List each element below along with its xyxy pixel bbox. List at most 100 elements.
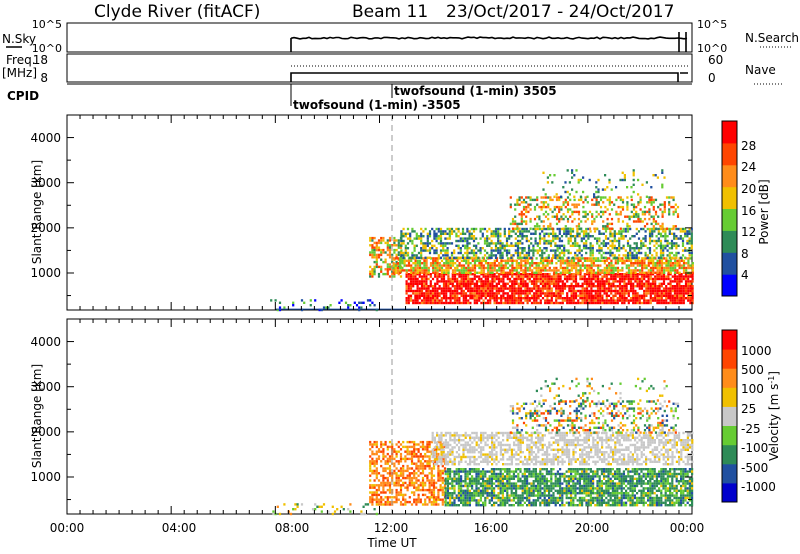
scatter-cell xyxy=(470,237,473,240)
scatter-cell xyxy=(587,235,590,238)
scatter-cell xyxy=(577,178,580,182)
scatter-cell xyxy=(439,484,442,487)
scatter-cell xyxy=(515,273,518,276)
scatter-cell xyxy=(538,227,542,231)
scatter-cell xyxy=(675,254,678,257)
scatter-cell xyxy=(647,277,650,281)
scatter-cell xyxy=(473,496,476,500)
scatter-cell xyxy=(681,239,685,243)
scatter-cell xyxy=(457,227,460,231)
scatter-cell xyxy=(382,455,385,458)
scatter-cell xyxy=(600,256,603,259)
scatter-cell xyxy=(632,269,635,272)
scatter-cell xyxy=(633,249,636,252)
scatter-cell xyxy=(373,486,376,489)
scatter-cell xyxy=(397,481,400,485)
scatter-cell xyxy=(610,282,613,285)
scatter-cell xyxy=(643,275,646,278)
scatter-cell xyxy=(486,492,489,495)
scatter-cell xyxy=(442,294,446,297)
scatter-cell xyxy=(395,500,398,504)
scatter-cell xyxy=(569,251,572,255)
scatter-cell xyxy=(570,285,573,288)
scatter-cell xyxy=(531,271,534,274)
scatter-cell xyxy=(519,297,523,300)
scatter-cell xyxy=(400,232,403,235)
scatter-cell xyxy=(678,285,681,288)
scatter-cell xyxy=(635,244,638,247)
scatter-cell xyxy=(654,282,657,285)
scatter-cell xyxy=(471,482,474,485)
scatter-cell xyxy=(538,239,542,243)
scatter-cell xyxy=(415,235,418,238)
scatter-cell xyxy=(563,297,567,300)
scatter-cell xyxy=(468,247,471,250)
scatter-cell xyxy=(590,299,593,302)
scatter-cell xyxy=(464,504,467,507)
scatter-cell xyxy=(560,195,563,198)
scatter-cell xyxy=(680,301,683,305)
scatter-cell xyxy=(568,273,571,276)
scatter-cell xyxy=(506,477,509,480)
scatter-cell xyxy=(438,287,441,290)
scatter-cell xyxy=(592,273,595,276)
scatter-cell xyxy=(669,282,672,285)
scatter-cell xyxy=(500,271,503,274)
scatter-cell xyxy=(439,479,442,482)
scatter-cell xyxy=(673,297,677,300)
scatter-cell xyxy=(420,251,423,255)
scatter-cell xyxy=(557,285,560,288)
scatter-cell xyxy=(682,266,686,270)
scatter-cell xyxy=(486,282,490,285)
scatter-cell xyxy=(380,464,383,468)
scatter-cell xyxy=(589,249,592,252)
scatter-cell xyxy=(401,257,404,260)
scatter-cell xyxy=(621,273,624,276)
scatter-cell xyxy=(548,277,551,281)
scatter-cell xyxy=(444,242,447,245)
scatter-cell xyxy=(369,299,372,302)
scatter-cell xyxy=(455,239,458,243)
scatter-cell xyxy=(630,259,633,262)
scatter-cell xyxy=(577,282,580,285)
scatter-cell xyxy=(425,301,428,305)
scatter-cell xyxy=(509,269,512,272)
scatter-cell xyxy=(431,239,434,243)
scatter-cell xyxy=(490,499,493,502)
scatter-cell xyxy=(615,249,619,252)
scatter-cell xyxy=(574,285,578,288)
scatter-cell xyxy=(554,256,557,259)
scatter-cell xyxy=(464,299,468,302)
scatter-cell xyxy=(412,266,415,270)
scatter-cell xyxy=(535,266,538,270)
scatter-cell xyxy=(371,270,374,273)
scatter-cell xyxy=(668,256,671,259)
scatter-cell xyxy=(419,498,422,501)
scatter-cell xyxy=(371,500,374,504)
scatter-cell xyxy=(466,244,469,247)
scatter-cell xyxy=(494,230,498,233)
scatter-cell xyxy=(483,227,487,231)
scatter-cell xyxy=(410,445,414,449)
scatter-cell xyxy=(656,176,659,179)
scatter-cell xyxy=(406,227,410,231)
scatter-cell xyxy=(517,266,521,270)
scatter-cell xyxy=(424,242,427,245)
scatter-cell xyxy=(673,277,677,281)
scatter-cell xyxy=(671,275,674,278)
scatter-cell xyxy=(458,297,461,300)
scatter-cell xyxy=(656,259,659,262)
scatter-cell xyxy=(689,282,692,285)
scatter-cell xyxy=(557,280,560,283)
scatter-cell xyxy=(509,203,512,206)
scatter-cell xyxy=(493,287,496,290)
scatter-cell xyxy=(457,489,460,492)
scatter-cell xyxy=(674,269,677,272)
scatter-cell xyxy=(599,285,602,288)
scatter-cell xyxy=(380,268,383,271)
scatter-cell xyxy=(464,285,468,288)
scatter-cell xyxy=(581,292,584,295)
scatter-cell xyxy=(685,269,688,272)
scatter-cell xyxy=(417,256,421,259)
scatter-cell xyxy=(388,236,392,240)
